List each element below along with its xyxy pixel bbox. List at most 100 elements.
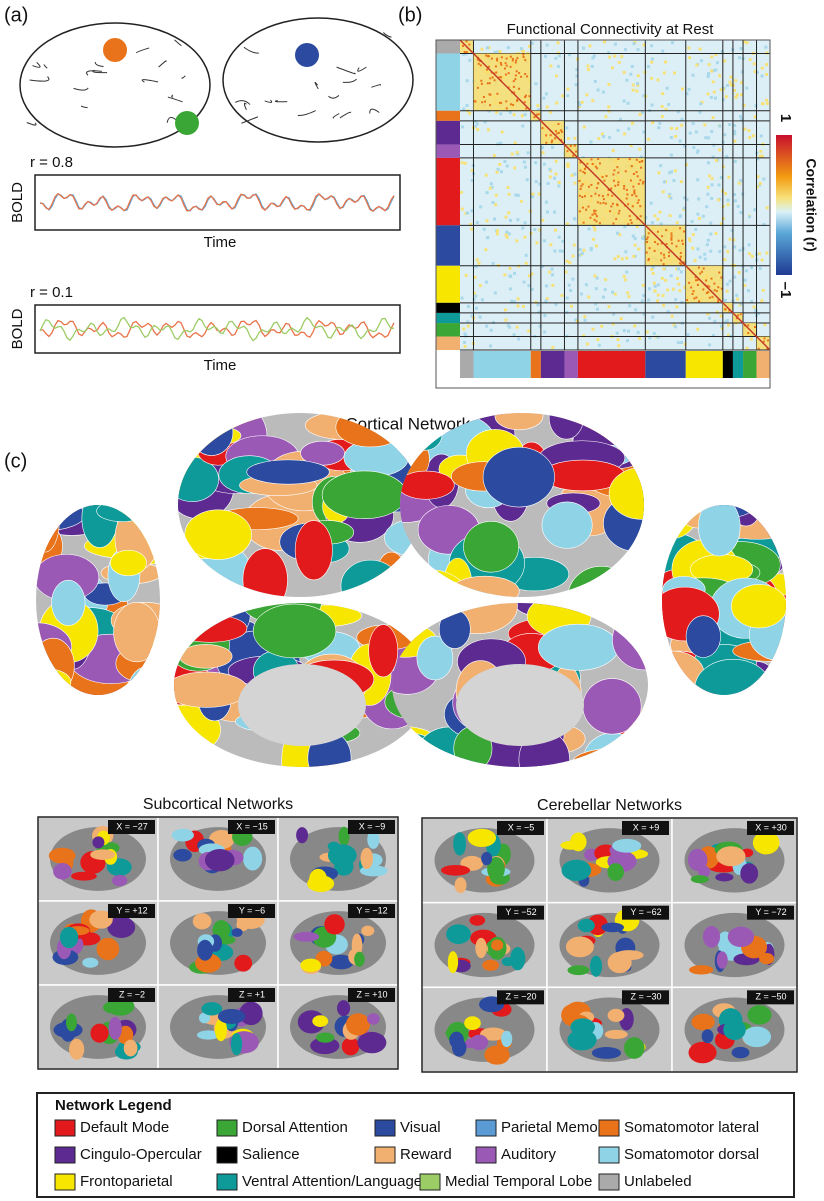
slice-parcel (69, 1039, 84, 1060)
matrix-noise (570, 174, 573, 177)
slice-parcel (312, 1015, 328, 1027)
matrix-noise (666, 87, 669, 90)
matrix-hot (582, 207, 584, 209)
matrix-noise (675, 305, 678, 308)
parcel (731, 584, 787, 628)
matrix-hot (636, 159, 638, 161)
matrix-hot (737, 314, 739, 316)
matrix-noise (531, 192, 534, 195)
matrix-hot (633, 173, 635, 175)
matrix-hot (649, 247, 651, 249)
matrix-noise (553, 250, 556, 253)
matrix-noise (508, 267, 511, 270)
matrix-hot (594, 193, 596, 195)
matrix-hot (725, 308, 727, 310)
matrix-noise (590, 248, 593, 251)
matrix-hot (597, 158, 599, 160)
matrix-noise (740, 93, 743, 96)
matrix-noise (623, 100, 626, 103)
matrix-hot (545, 142, 547, 144)
slice-parcel (688, 1042, 716, 1063)
network-bar (531, 351, 541, 378)
matrix-hot (574, 145, 576, 147)
matrix-hot (602, 176, 604, 178)
slice-tag: Y = −62 (630, 907, 661, 917)
matrix-hot (629, 158, 631, 160)
slice-parcel (624, 1037, 644, 1059)
matrix-noise (641, 299, 644, 302)
matrix-noise (706, 93, 709, 96)
matrix-noise (504, 308, 507, 311)
matrix-noise (632, 83, 635, 86)
matrix-noise (710, 197, 713, 200)
matrix-hot (487, 82, 489, 84)
matrix-hot (679, 262, 681, 264)
matrix-noise (712, 80, 715, 83)
matrix-noise (558, 54, 561, 57)
matrix-hot (478, 63, 480, 65)
matrix-noise (573, 137, 576, 140)
matrix-hot (679, 227, 681, 229)
matrix-noise (470, 209, 473, 212)
matrix-noise (585, 93, 588, 96)
matrix-hot (625, 170, 627, 172)
matrix-noise (750, 266, 753, 269)
matrix-noise (710, 70, 713, 73)
matrix-hot (623, 188, 625, 190)
legend-swatch (599, 1174, 619, 1190)
matrix-noise (725, 95, 728, 98)
matrix-hot (671, 235, 673, 237)
matrix-noise (566, 260, 569, 263)
matrix-hot (663, 254, 665, 256)
matrix-noise (706, 193, 709, 196)
slice-parcel (501, 1031, 512, 1047)
matrix-hot (584, 195, 586, 197)
matrix-hot (747, 324, 749, 326)
matrix-noise (735, 96, 738, 99)
matrix-noise (647, 299, 650, 302)
matrix-hot (500, 62, 502, 64)
matrix-noise (465, 104, 468, 107)
matrix-noise (765, 252, 768, 255)
matrix-noise (650, 44, 653, 47)
slice-parcel (71, 872, 97, 881)
matrix-noise (717, 198, 720, 201)
matrix-noise (523, 236, 526, 239)
matrix-noise (638, 148, 641, 151)
slice-parcel (612, 839, 641, 853)
matrix-noise (483, 228, 486, 231)
matrix-noise (650, 77, 653, 80)
matrix-noise (648, 287, 651, 290)
matrix-noise (670, 127, 673, 130)
matrix-noise (546, 211, 549, 214)
matrix-noise (726, 84, 729, 87)
matrix-hot (508, 72, 510, 74)
matrix-noise (520, 47, 523, 50)
slice-parcel (570, 833, 586, 852)
matrix-noise (637, 74, 640, 77)
matrix-noise (462, 328, 465, 331)
slice-parcel (484, 1045, 509, 1064)
matrix-hot (516, 70, 518, 72)
matrix-noise (583, 315, 586, 318)
matrix-noise (572, 255, 575, 258)
matrix-hot (740, 313, 742, 315)
matrix-noise (464, 345, 467, 348)
matrix-noise (692, 74, 695, 77)
matrix-noise (526, 178, 529, 181)
slice-tag: Y = −6 (239, 905, 265, 915)
matrix-noise (628, 304, 631, 307)
matrix-noise (500, 170, 503, 173)
slice-parcel (608, 1009, 625, 1022)
parcel (32, 638, 74, 694)
matrix-noise (718, 148, 721, 151)
matrix-noise (653, 214, 656, 217)
matrix-noise (581, 101, 584, 104)
matrix-noise (759, 150, 762, 153)
matrix-noise (570, 305, 573, 308)
matrix-noise (517, 297, 520, 300)
parcel (686, 616, 721, 658)
matrix-noise (481, 298, 484, 301)
matrix-noise (560, 294, 563, 297)
matrix-noise (747, 289, 750, 292)
